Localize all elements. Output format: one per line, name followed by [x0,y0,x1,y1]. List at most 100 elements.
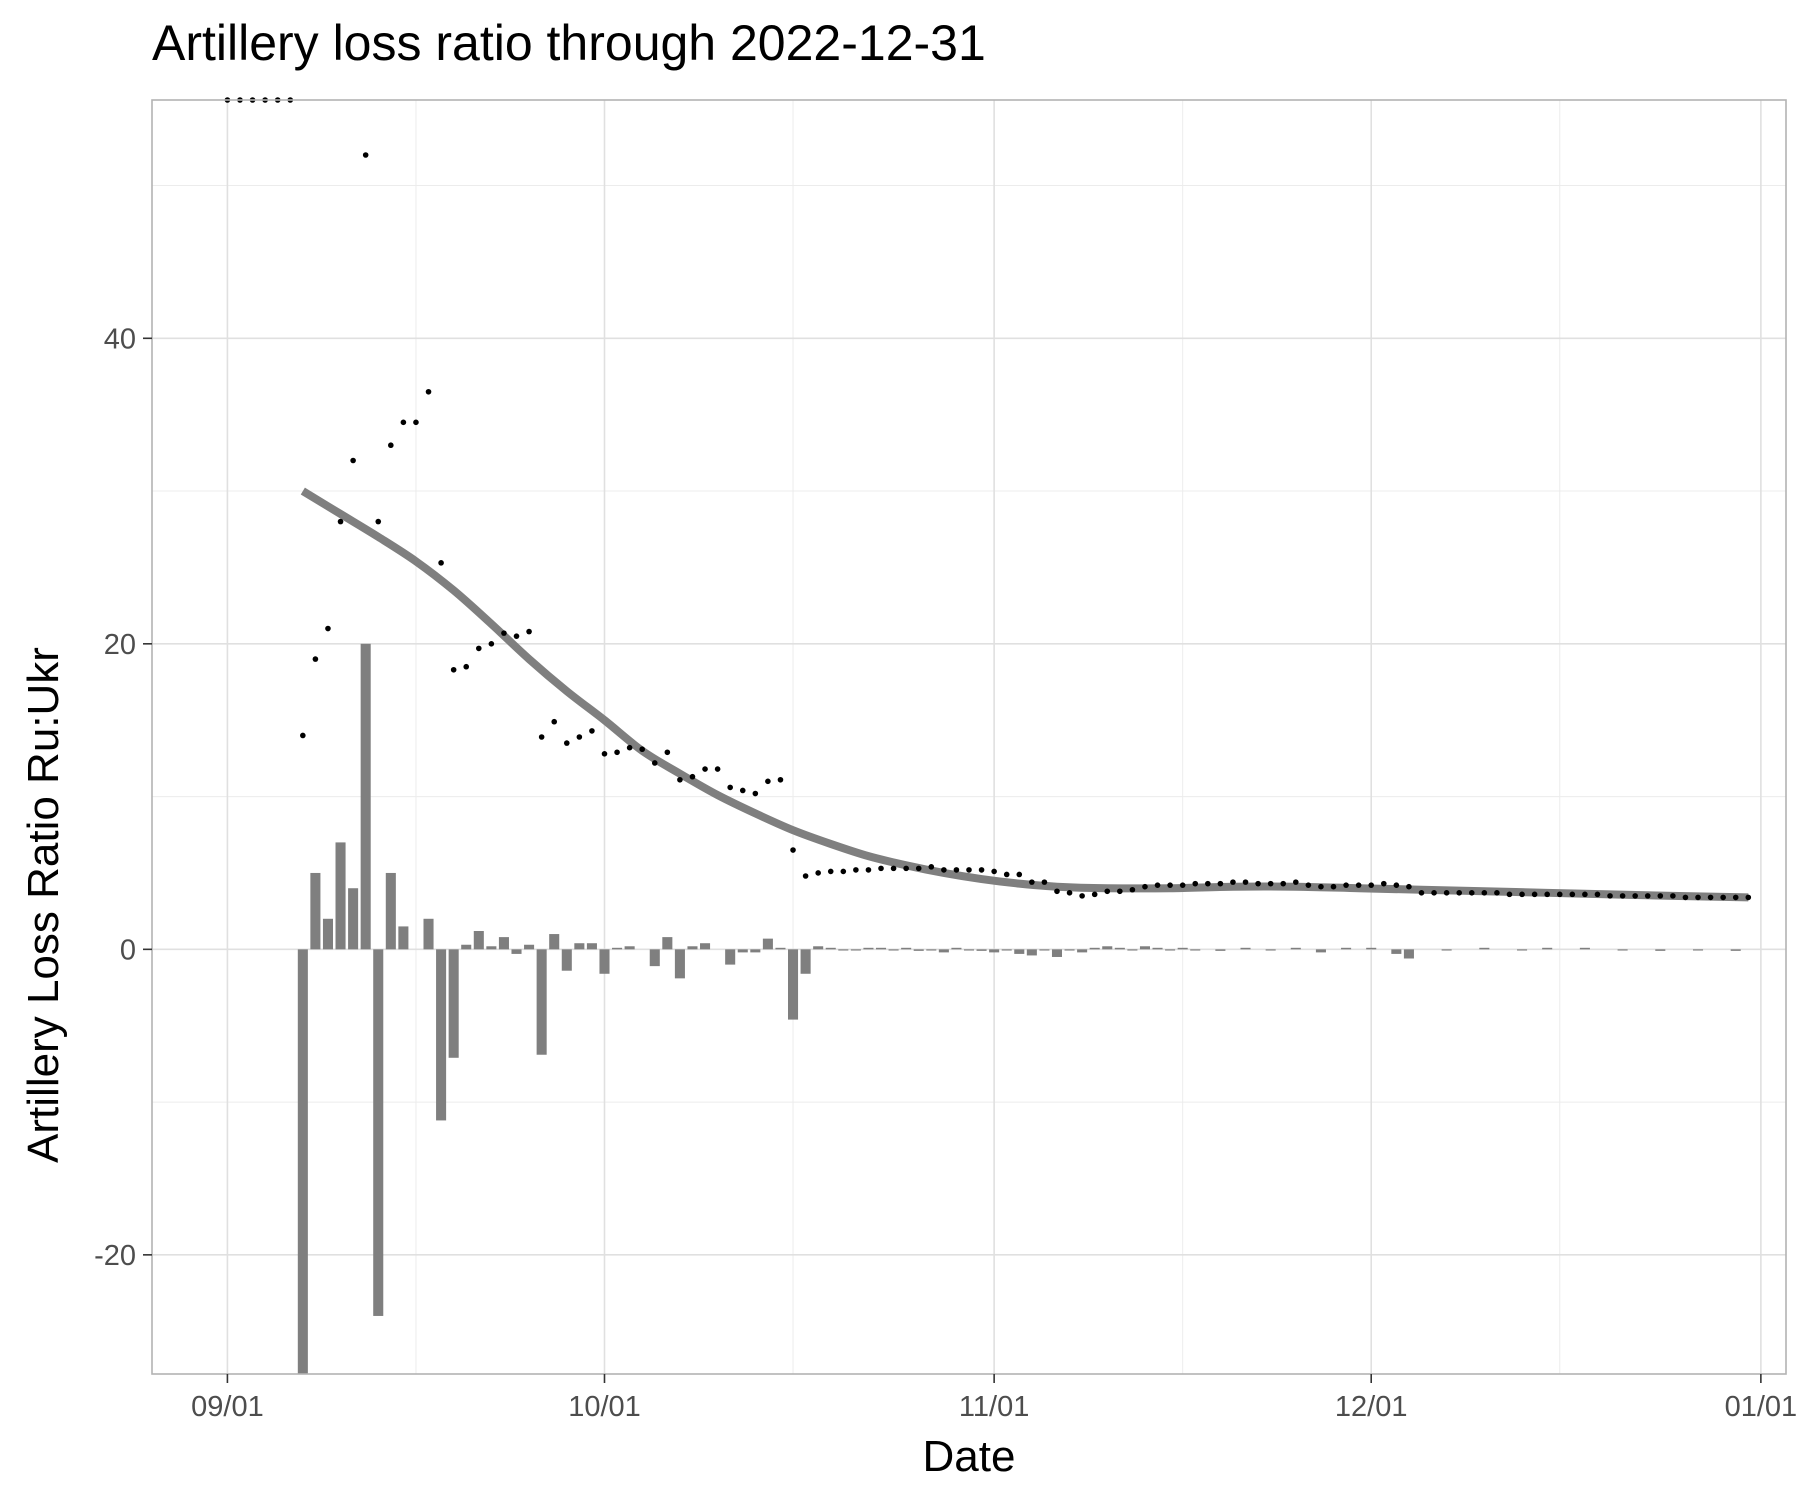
data-point [1205,880,1211,887]
data-point [337,518,344,525]
data-point [425,388,432,395]
bar [1479,947,1490,950]
data-point [1041,879,1048,885]
bar [1579,947,1590,950]
bar [662,937,673,950]
data-point [463,663,470,670]
bar [549,934,560,950]
bar [1341,947,1352,950]
y-tick-label: 40 [104,323,136,355]
data-point [1003,871,1010,878]
data-point [928,864,935,870]
bar [1064,949,1075,951]
bar [762,938,773,950]
y-tick-label: 20 [104,629,136,661]
data-point [1745,894,1752,901]
data-point [626,744,633,751]
bar [1177,947,1188,950]
data-point [1029,879,1035,885]
data-point [1293,879,1299,885]
data-point [978,867,985,873]
data-point [488,641,495,647]
data-point [1230,879,1236,885]
bar [348,888,359,950]
data-point [777,776,784,783]
data-point [589,728,595,734]
bar [850,949,861,951]
data-point [853,867,859,873]
chart-title: Artillery loss ratio through 2022-12-31 [152,15,986,71]
bar [486,946,497,950]
bar [700,943,711,950]
plot-frame [151,99,1787,1375]
data-point [903,865,909,872]
bar [687,946,698,950]
data-point [1607,893,1613,899]
data-point [551,718,558,725]
bar [423,918,434,950]
bar [1366,947,1377,950]
bar [385,872,396,950]
data-point [1670,893,1676,899]
bar [1102,946,1113,950]
data-point [1443,890,1450,896]
data-point [1431,890,1437,896]
x-axis-label: Date [922,1432,1016,1481]
major-gridlines [152,100,1786,1374]
data-point [1456,890,1462,896]
bar [1692,949,1704,951]
bar [788,949,799,1020]
data-point [1242,879,1249,885]
data-point [1255,880,1261,887]
data-point [1066,890,1073,896]
bar [624,946,635,950]
data-point [1192,880,1199,887]
bar [473,931,484,950]
data-point [1217,880,1224,887]
data-point [1142,883,1148,890]
data-point [752,790,759,797]
minor-gridlines [152,100,1786,1374]
data-point [941,867,947,873]
data-point [1695,894,1701,901]
data-point [614,749,620,756]
data-point [765,778,771,785]
data-point [865,867,872,873]
bar [1139,946,1150,950]
data-point [526,628,532,635]
data-point [802,873,809,879]
data-point [1368,882,1375,888]
bar [963,949,975,951]
data-point [576,734,583,740]
y-tick-label: 0 [120,934,136,966]
bar [1051,949,1063,957]
bar [951,947,962,950]
bar [674,949,685,979]
bar [1517,949,1528,951]
bar [1039,949,1050,951]
data-point [1393,882,1400,888]
bar [1152,947,1163,950]
data-point [513,633,520,639]
data-point [1104,888,1111,895]
data-point [1343,882,1349,888]
bar [1114,947,1125,950]
bar [1315,949,1326,953]
data-point [1494,890,1500,896]
bar [1265,949,1276,951]
bar [725,949,736,965]
data-point [1016,871,1023,878]
bar [737,949,748,953]
bar [1403,949,1414,959]
bar [1542,947,1553,950]
data-point [1054,888,1060,895]
daily-change-bars [297,643,1741,1374]
bar [524,944,535,950]
x-tick-label: 09/01 [191,1391,264,1423]
bar [875,947,887,950]
data-point [1519,891,1525,898]
trend-line [300,487,1749,902]
data-point [1468,890,1475,896]
data-point [1154,882,1161,888]
data-point [1657,893,1664,899]
